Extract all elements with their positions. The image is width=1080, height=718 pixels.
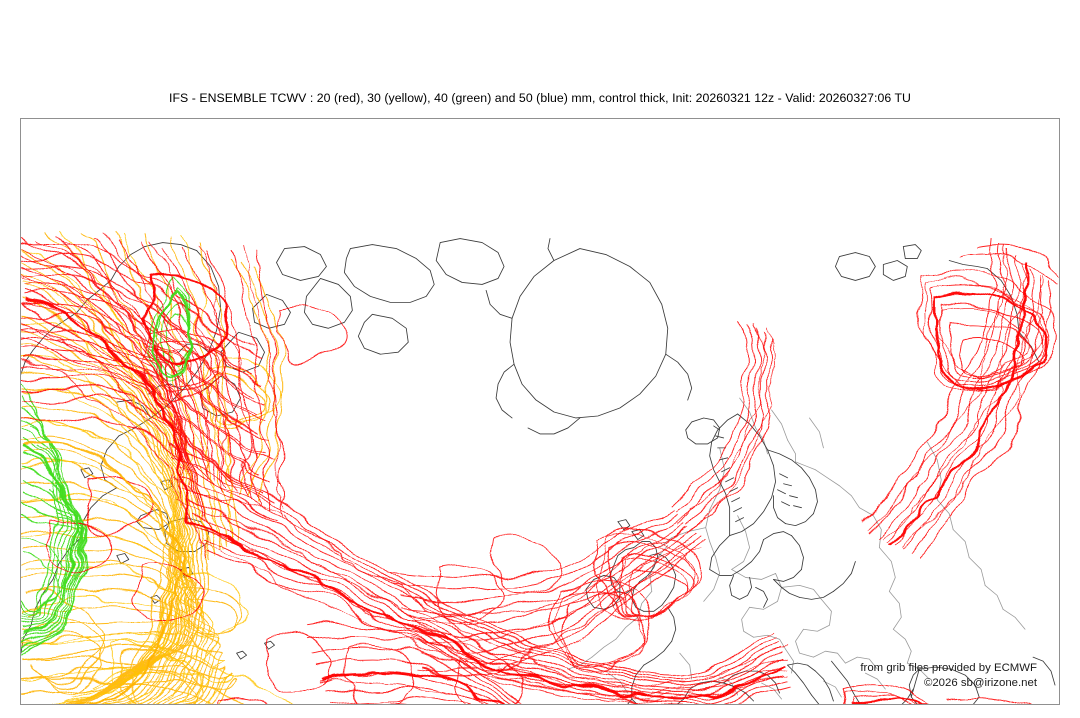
ensemble-contours-20mm-b: [21, 238, 1050, 704]
control-member-contour: [21, 264, 1048, 704]
geography-layer: [21, 238, 1056, 704]
control-member-contour-30mm: [21, 443, 182, 704]
ensemble-contours-30mm-b: [21, 230, 290, 704]
control-member-contour-40mm: [21, 293, 194, 635]
page-title: IFS - ENSEMBLE TCWV : 20 (red), 30 (yell…: [169, 91, 911, 105]
map-panel[interactable]: from grib files provided by ECMWF ©2026 …: [20, 118, 1060, 705]
ensemble-contours-20mm: [21, 238, 1059, 704]
map-canvas: [21, 119, 1059, 704]
political-borders: [567, 397, 1026, 700]
